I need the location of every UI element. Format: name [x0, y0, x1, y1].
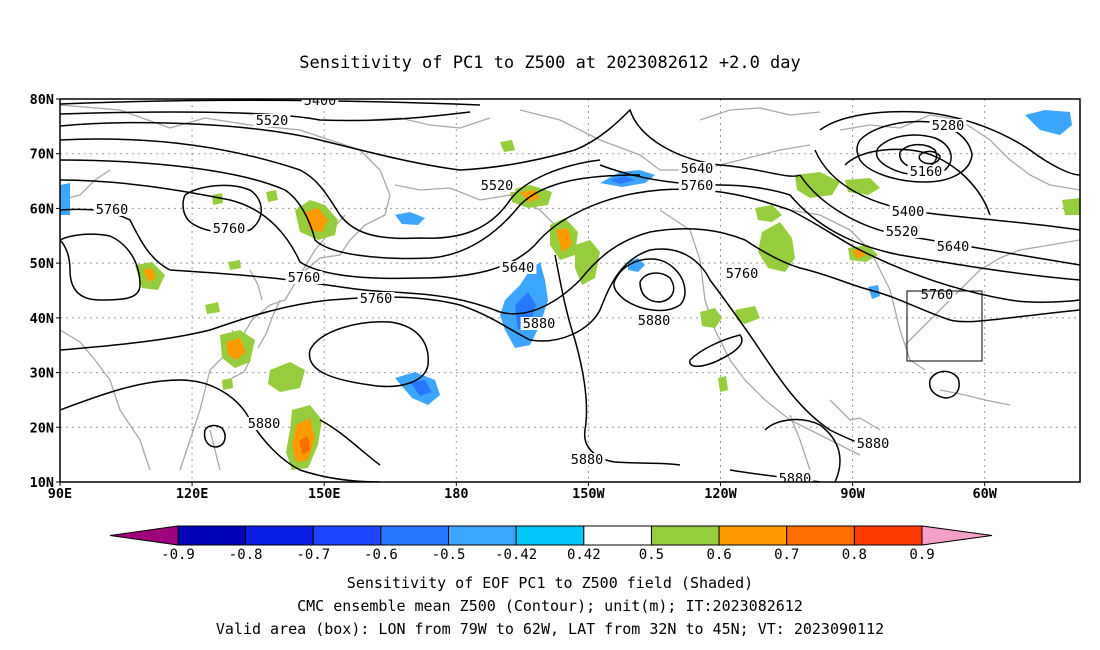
colorbar-box	[650, 525, 720, 546]
contour-label: 5760	[921, 287, 954, 303]
axis-ticks	[56, 98, 986, 486]
colorbar-box	[583, 525, 652, 546]
lon-label: 60W	[973, 486, 998, 502]
colorbar-box	[786, 525, 855, 546]
contour-label: 5760	[726, 266, 759, 282]
contour-label: 5880	[857, 436, 890, 452]
map-panel: 5400552055205280516056405760564054005520…	[59, 93, 1081, 487]
lat-label: 70N	[30, 147, 54, 163]
colorbar	[109, 525, 993, 546]
longitude-labels: 90E 120E 150E 180 150W 120W 90W 60W	[48, 486, 998, 502]
colorbar-box	[718, 525, 788, 546]
lat-label: 20N	[30, 420, 54, 436]
lon-label: 180	[444, 486, 468, 502]
lon-label: 120W	[704, 486, 737, 502]
contour-label: 5400	[892, 204, 925, 220]
colorbar-box	[380, 525, 450, 546]
contour-label: 5520	[886, 224, 919, 240]
lat-label: 10N	[30, 475, 54, 491]
valid-area-box	[906, 290, 983, 362]
colorbar-tick: 0.6	[706, 547, 731, 563]
colorbar-box	[177, 525, 247, 546]
lon-label: 90E	[48, 486, 72, 502]
lat-label: 30N	[30, 366, 54, 382]
lat-label: 40N	[30, 311, 54, 327]
contour-label: 5760	[360, 291, 393, 307]
colorbar-max-triangle	[921, 525, 993, 546]
contour-label: 5760	[213, 221, 246, 237]
colorbar-tick-labels: -0.9 -0.8 -0.7 -0.6 -0.5 -0.42 0.42 0.5 0.6 0.7 0.…	[161, 547, 935, 563]
lon-label: 120E	[176, 486, 209, 502]
colorbar-tick: -0.42	[495, 547, 537, 563]
colorbar-tick: 0.8	[842, 547, 867, 563]
colorbar-tick: -0.8	[229, 547, 263, 563]
map-frame	[59, 98, 1081, 483]
contour-labels: 5400552055205280516056405760564054005520…	[93, 93, 972, 487]
colorbar-tick: 0.42	[567, 547, 601, 563]
colorbar-box	[853, 525, 923, 546]
contour-label: 5640	[681, 161, 714, 177]
lon-label: 90W	[840, 486, 865, 502]
colorbar-tick: -0.6	[364, 547, 398, 563]
caption-line-1: Sensitivity of EOF PC1 to Z500 field (Sh…	[347, 574, 753, 592]
contour-label: 5160	[910, 164, 943, 180]
contour-label: 5520	[256, 113, 289, 129]
contour-label: 5760	[96, 202, 129, 218]
colorbar-box	[312, 525, 382, 546]
contour-label: 5880	[523, 316, 556, 332]
lon-label: 150W	[572, 486, 605, 502]
contour-label: 5880	[248, 416, 281, 432]
contour-label: 5880	[638, 313, 671, 329]
colorbar-box	[515, 525, 585, 546]
caption-line-2: CMC ensemble mean Z500 (Contour); unit(m…	[297, 597, 803, 615]
contour-label: 5400	[304, 93, 337, 109]
colorbar-box	[245, 525, 314, 546]
colorbar-tick: -0.5	[432, 547, 466, 563]
contour-label: 5760	[681, 178, 714, 194]
contour-label: 5640	[937, 239, 970, 255]
map-title: Sensitivity of PC1 to Z500 at 2023082612…	[299, 53, 801, 73]
colorbar-min-triangle	[109, 525, 179, 546]
colorbar-tick: -0.9	[161, 547, 195, 563]
colorbar-box	[448, 525, 517, 546]
colorbar-tick: 0.5	[639, 547, 664, 563]
caption-line-3: Valid area (box): LON from 79W to 62W, L…	[216, 620, 884, 638]
lat-label: 80N	[30, 92, 54, 108]
contour-label: 5760	[288, 270, 321, 286]
contour-label: 5640	[502, 260, 535, 276]
latitude-labels: 80N 70N 60N 50N 40N 30N 20N 10N	[30, 92, 54, 491]
contour-label: 5520	[481, 178, 514, 194]
colorbar-tick: -0.7	[296, 547, 330, 563]
contour-label: 5280	[932, 118, 965, 134]
colorbar-tick: 0.7	[774, 547, 799, 563]
lat-label: 60N	[30, 201, 54, 217]
lon-label: 150E	[308, 486, 341, 502]
contour-label: 5880	[779, 471, 812, 487]
contour-label: 5880	[571, 452, 604, 468]
lat-label: 50N	[30, 256, 54, 272]
colorbar-tick: 0.9	[909, 547, 934, 563]
